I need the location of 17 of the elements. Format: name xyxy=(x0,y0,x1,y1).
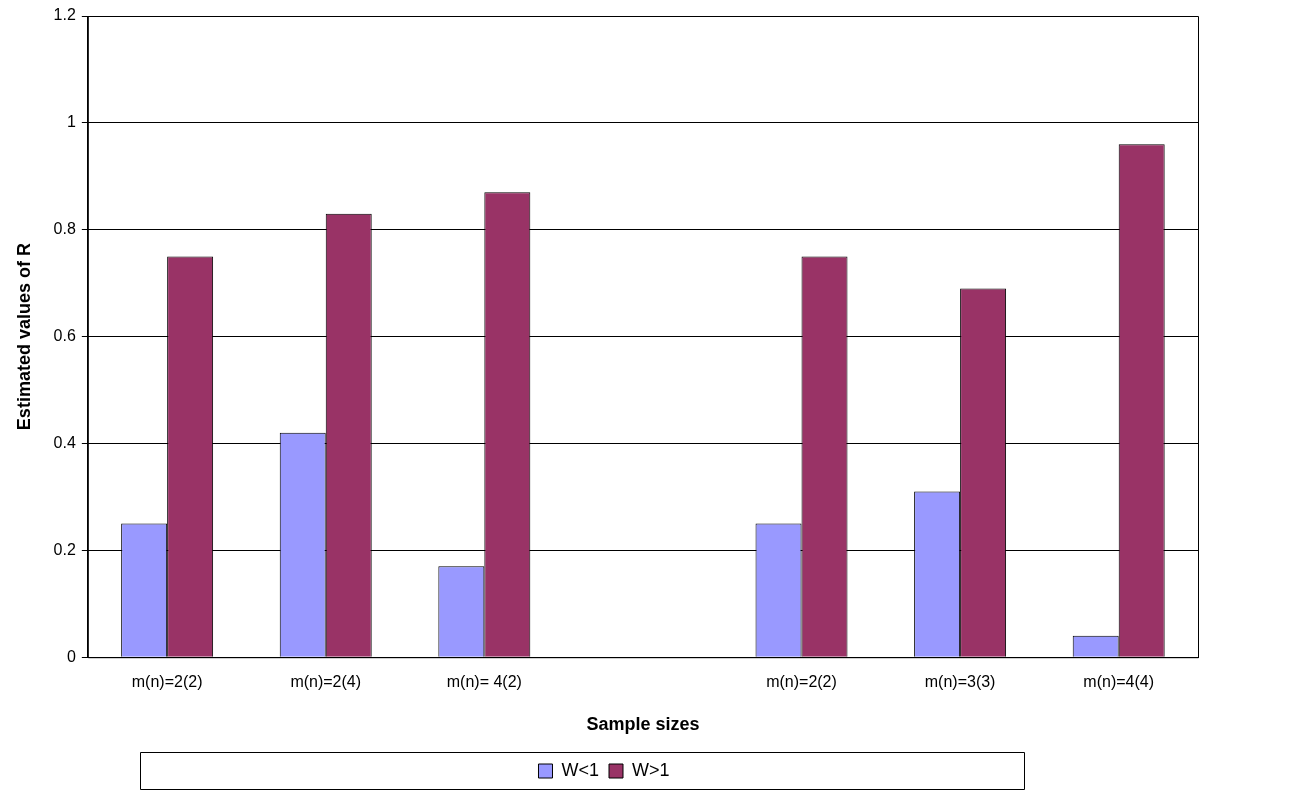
x-tick-label: m(n)=2(2) xyxy=(766,673,837,691)
y-tick-label: 0.4 xyxy=(53,433,76,451)
y-axis-title: Estimated values of R xyxy=(13,243,34,431)
x-tick-label: m(n)=2(2) xyxy=(131,673,203,691)
y-tick-label: 0 xyxy=(66,647,76,665)
y-tick-label: 0.6 xyxy=(53,327,76,345)
x-tick-label: m(n)=4(4) xyxy=(1083,673,1155,691)
y-tick-label: 1.2 xyxy=(53,6,76,24)
x-tick-label: m(n)=2(4) xyxy=(290,673,362,691)
y-tick-label: 1 xyxy=(66,113,76,131)
legend-label: W<1 xyxy=(561,759,599,780)
y-tick-label: 0.8 xyxy=(53,220,76,238)
legend-label: W>1 xyxy=(632,759,670,780)
x-tick-label: m(n)= 4(2) xyxy=(446,673,522,691)
x-axis-title: Sample sizes xyxy=(586,714,700,735)
y-tick-label: 0.2 xyxy=(53,540,76,558)
x-tick-label: m(n)=3(3) xyxy=(924,673,996,691)
